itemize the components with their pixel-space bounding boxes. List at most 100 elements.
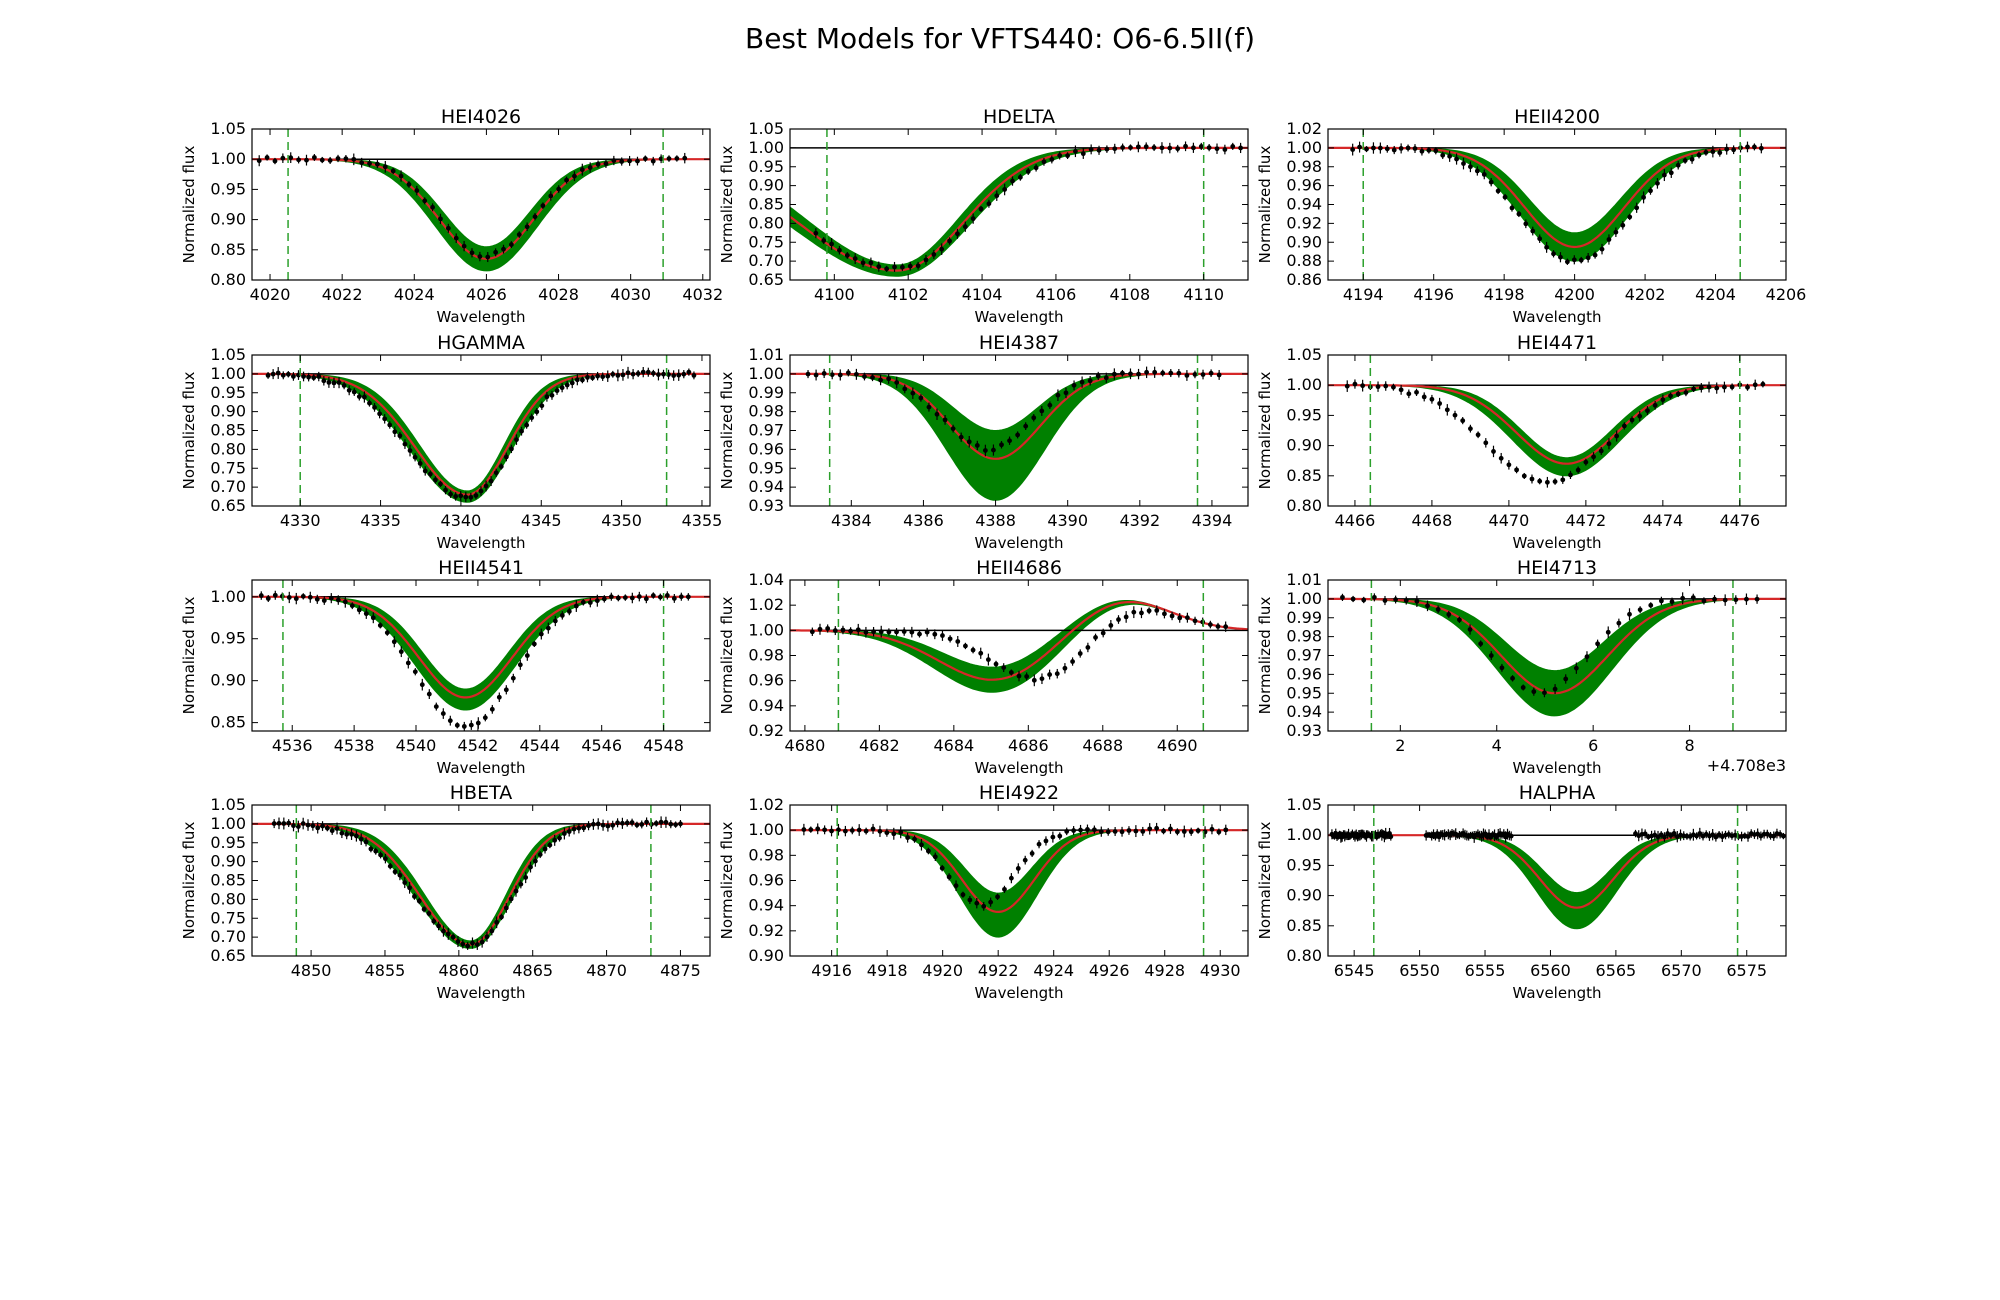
data-point bbox=[291, 823, 296, 829]
y-tick-label: 1.04 bbox=[748, 570, 784, 589]
y-tick-label: 0.88 bbox=[1286, 251, 1322, 270]
data-point bbox=[644, 819, 649, 825]
model-grid-band bbox=[252, 596, 710, 711]
observed-spectrum bbox=[813, 141, 1244, 272]
data-point bbox=[924, 629, 930, 635]
data-point bbox=[939, 246, 945, 252]
data-point bbox=[1340, 594, 1345, 600]
model-grid-band bbox=[1328, 147, 1786, 262]
data-point bbox=[346, 387, 352, 393]
data-point bbox=[682, 155, 688, 161]
x-tick-label: 2 bbox=[1395, 736, 1405, 755]
data-point bbox=[1207, 622, 1213, 627]
data-point bbox=[1714, 385, 1720, 391]
data-point bbox=[645, 369, 651, 375]
data-point bbox=[441, 928, 446, 934]
data-point bbox=[579, 377, 585, 383]
x-tick-label: 4206 bbox=[1766, 285, 1807, 304]
data-point bbox=[594, 598, 600, 604]
data-point bbox=[392, 429, 398, 435]
data-point bbox=[1531, 689, 1537, 695]
data-point bbox=[657, 594, 663, 600]
data-point bbox=[286, 595, 292, 600]
data-point bbox=[328, 595, 334, 601]
data-point bbox=[554, 388, 560, 394]
data-point bbox=[1047, 402, 1053, 408]
data-point bbox=[1724, 146, 1730, 152]
data-point bbox=[514, 437, 519, 443]
data-point bbox=[465, 943, 471, 949]
data-point bbox=[450, 934, 456, 940]
data-point bbox=[999, 442, 1004, 448]
data-point bbox=[1629, 417, 1635, 423]
y-tick-label: 0.75 bbox=[210, 458, 246, 477]
data-point bbox=[475, 720, 481, 726]
x-tick-label: 4102 bbox=[888, 285, 929, 304]
data-point bbox=[640, 369, 646, 375]
data-point bbox=[573, 603, 579, 609]
data-point bbox=[1393, 597, 1399, 602]
data-point bbox=[1495, 188, 1501, 194]
y-tick-label: 1.00 bbox=[210, 814, 246, 833]
data-point bbox=[482, 715, 488, 721]
data-point bbox=[1017, 174, 1023, 180]
x-tick-label: 4690 bbox=[1157, 736, 1198, 755]
x-tick-label: 4030 bbox=[610, 285, 651, 304]
data-point bbox=[1690, 595, 1696, 600]
best-fit-model bbox=[252, 372, 710, 496]
y-tick-label: 1.05 bbox=[748, 119, 784, 138]
data-point bbox=[1350, 596, 1356, 602]
data-point bbox=[894, 629, 899, 635]
x-tick-label: 4924 bbox=[1033, 961, 1074, 980]
data-point bbox=[1192, 618, 1198, 624]
data-point bbox=[1112, 829, 1118, 834]
data-point bbox=[817, 626, 823, 632]
y-tick-label: 0.85 bbox=[210, 871, 246, 890]
data-point bbox=[552, 618, 558, 624]
y-tick-label: 0.95 bbox=[210, 833, 246, 852]
data-point bbox=[1050, 834, 1056, 840]
x-tick-label: 4916 bbox=[811, 961, 852, 980]
data-point bbox=[1523, 221, 1529, 227]
data-point bbox=[585, 374, 590, 380]
data-point bbox=[1606, 237, 1612, 242]
data-point bbox=[590, 821, 596, 827]
data-point bbox=[1414, 598, 1420, 604]
data-point bbox=[419, 682, 425, 688]
data-point bbox=[493, 249, 499, 255]
data-point bbox=[430, 204, 435, 210]
data-point bbox=[899, 264, 905, 270]
data-point bbox=[966, 439, 972, 445]
data-point bbox=[1478, 641, 1484, 647]
figure-title: Best Models for VFTS440: O6-6.5II(f) bbox=[745, 22, 1255, 55]
y-tick-label: 0.75 bbox=[748, 232, 784, 251]
data-point bbox=[653, 820, 659, 826]
y-axis-label: Normalized flux bbox=[718, 822, 736, 940]
data-point bbox=[878, 629, 884, 635]
data-point bbox=[564, 382, 570, 388]
data-point bbox=[1001, 665, 1007, 670]
data-point bbox=[1467, 627, 1473, 632]
data-point bbox=[343, 156, 349, 162]
model-grid-band bbox=[1328, 834, 1786, 930]
data-point bbox=[576, 825, 582, 831]
data-point bbox=[590, 375, 595, 381]
data-point bbox=[1223, 624, 1229, 630]
x-tick-label: 6575 bbox=[1726, 961, 1767, 980]
data-point bbox=[892, 264, 897, 270]
data-point bbox=[1558, 254, 1563, 260]
y-tick-label: 0.96 bbox=[748, 439, 784, 458]
data-point bbox=[1151, 145, 1157, 150]
data-point bbox=[1552, 686, 1558, 692]
data-point bbox=[1403, 598, 1409, 603]
data-point bbox=[1198, 144, 1204, 149]
data-point bbox=[1642, 831, 1648, 837]
data-point bbox=[339, 830, 345, 836]
best-fit-model bbox=[790, 829, 1248, 914]
x-tick-label: 4330 bbox=[280, 511, 321, 530]
data-point bbox=[1521, 473, 1527, 479]
data-point bbox=[1498, 455, 1504, 461]
data-point bbox=[1620, 222, 1626, 228]
data-point bbox=[1564, 259, 1570, 265]
x-tick-label: 4394 bbox=[1192, 511, 1233, 530]
